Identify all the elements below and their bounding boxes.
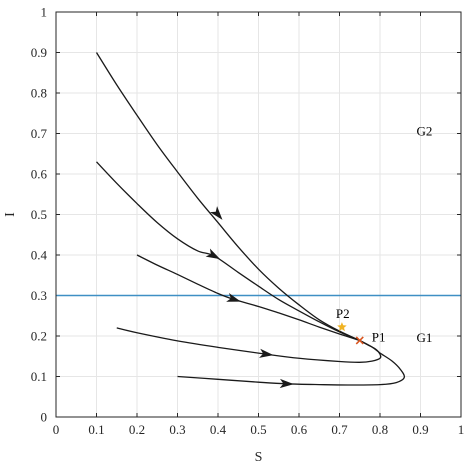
region-label-g1: G1 <box>417 330 433 345</box>
x-tick-label: 0.6 <box>291 422 308 437</box>
y-axis-label: I <box>3 212 18 217</box>
trajectories <box>95 52 406 389</box>
tick-labels: 0 0.1 0.2 0.3 0.4 0.5 0.6 0.7 0.8 0.9 1 0 0.1 0.2 0.3 0… <box>31 5 465 438</box>
x-tick-label: 0.2 <box>129 422 145 437</box>
x-tick-label: 0.4 <box>210 422 227 437</box>
x-tick-label: 0.8 <box>372 422 388 437</box>
y-tick-label: 0.8 <box>31 86 47 101</box>
x-tick-label: 0.7 <box>331 422 348 437</box>
point-p2-label: P2 <box>336 306 350 321</box>
y-tick-label: 0.7 <box>31 126 48 141</box>
y-tick-label: 0.2 <box>31 329 47 344</box>
point-p2-marker <box>337 322 347 332</box>
annotations: G2 G1 <box>417 123 433 345</box>
y-tick-label: 1 <box>41 5 48 20</box>
x-tick-label: 0.9 <box>412 422 428 437</box>
y-tick-label: 0.3 <box>31 288 47 303</box>
y-tick-label: 0 <box>41 410 48 425</box>
y-tick-label: 0.6 <box>31 167 48 182</box>
trajectory-1 <box>95 52 361 342</box>
region-label-g2: G2 <box>417 123 433 138</box>
grid <box>55 11 462 418</box>
y-tick-label: 0.1 <box>31 369 47 384</box>
trajectory-arrow-5 <box>279 378 294 389</box>
trajectory-arrow-3 <box>226 293 241 302</box>
y-tick-label: 0.4 <box>31 248 48 263</box>
x-tick-label: 0.1 <box>88 422 104 437</box>
x-tick-label: 1 <box>458 422 465 437</box>
point-p1-label: P1 <box>372 329 386 344</box>
equilibrium-points: P1 P2 <box>336 306 386 345</box>
x-tick-label: 0.3 <box>169 422 185 437</box>
x-axis-label: S <box>255 450 263 465</box>
x-tick-label: 0 <box>53 422 60 437</box>
plot-frame <box>55 11 462 418</box>
trajectory-arrow-1 <box>209 206 223 220</box>
trajectory-2 <box>96 161 361 342</box>
y-tick-label: 0.9 <box>31 45 47 60</box>
trajectory-arrow-4 <box>259 348 274 358</box>
y-tick-label: 0.5 <box>31 207 47 222</box>
x-tick-label: 0.5 <box>250 422 266 437</box>
trajectory-5 <box>177 339 406 386</box>
point-p1-marker <box>355 336 364 345</box>
trajectory-3 <box>136 254 360 342</box>
trajectory-arrow-2 <box>205 248 221 260</box>
